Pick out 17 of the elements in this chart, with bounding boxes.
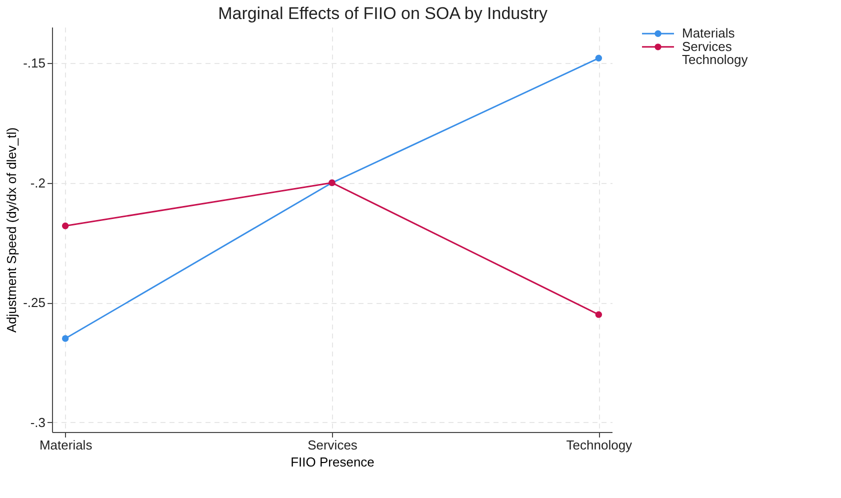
- x-axis-title: FIIO Presence: [290, 454, 374, 470]
- legend-label: Materials: [682, 26, 736, 41]
- legend-label: Services: [682, 38, 732, 54]
- x-tick-label: Technology: [566, 438, 633, 452]
- y-axis-title: Adjustment Speed (dy/dx of dlev_tl): [4, 127, 20, 333]
- point: [595, 54, 602, 62]
- x-tick-label: Services: [308, 438, 358, 452]
- point: [62, 222, 69, 230]
- text: Technology: [682, 52, 748, 68]
- point: [595, 311, 602, 318]
- y-tick-label: -.2: [30, 175, 46, 190]
- chart-title: Marginal Effects of FIIO on SOA by Industry: [218, 4, 548, 23]
- y-tick-label: -.25: [23, 295, 46, 310]
- point: [62, 335, 69, 342]
- y-tick-label: -.3: [30, 414, 46, 430]
- y-tick-label: -.15: [23, 55, 46, 70]
- x-tick-label: Materials: [39, 438, 93, 452]
